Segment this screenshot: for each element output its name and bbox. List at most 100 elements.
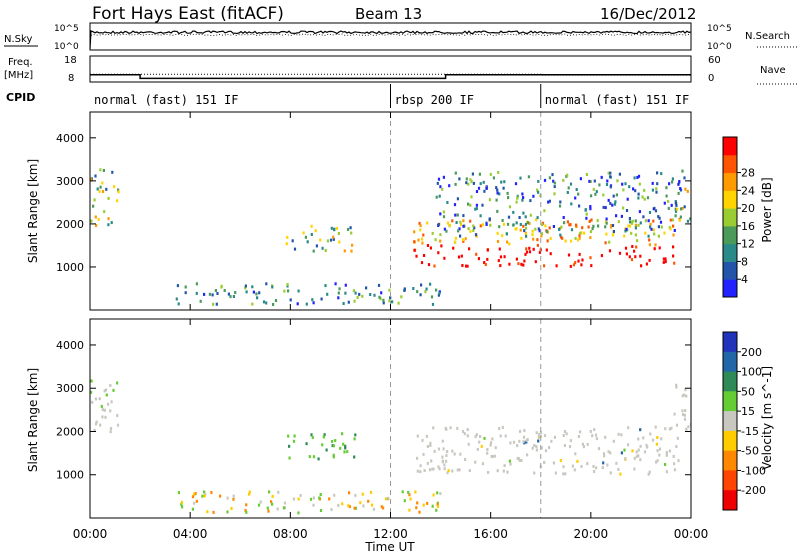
data-cell bbox=[667, 199, 670, 203]
cpid-label: CPID bbox=[6, 91, 35, 104]
data-cell bbox=[460, 254, 463, 258]
data-cell bbox=[559, 200, 562, 204]
data-cell bbox=[562, 472, 565, 476]
data-cell bbox=[454, 236, 457, 240]
data-cell bbox=[465, 264, 468, 268]
data-cell bbox=[100, 404, 103, 408]
data-cell bbox=[331, 444, 334, 448]
data-cell bbox=[581, 226, 584, 230]
data-cell bbox=[672, 245, 675, 249]
data-cell bbox=[431, 467, 434, 471]
data-cell bbox=[548, 176, 551, 180]
data-cell bbox=[606, 179, 609, 183]
data-cell bbox=[597, 224, 600, 228]
data-cell bbox=[519, 223, 522, 226]
colorbar-tick-label: 12 bbox=[741, 238, 755, 251]
data-cell bbox=[97, 218, 100, 221]
y-tick-label: 2000 bbox=[56, 218, 84, 231]
data-cell bbox=[610, 224, 613, 227]
data-cell bbox=[419, 464, 422, 468]
data-cell bbox=[501, 219, 504, 222]
data-cell bbox=[297, 289, 300, 293]
data-cell bbox=[277, 490, 280, 494]
data-cell bbox=[681, 409, 684, 413]
data-cell bbox=[518, 216, 521, 219]
data-cell bbox=[504, 434, 507, 438]
data-cell bbox=[403, 287, 406, 291]
data-cell bbox=[268, 490, 271, 494]
data-cell bbox=[469, 219, 472, 223]
data-cell bbox=[643, 450, 647, 454]
colorbar-swatch bbox=[723, 208, 737, 227]
data-cell bbox=[445, 427, 448, 431]
data-cell bbox=[517, 457, 520, 461]
data-cell bbox=[113, 185, 116, 189]
data-cell bbox=[583, 231, 586, 235]
data-cell bbox=[449, 426, 452, 430]
data-cell bbox=[508, 262, 511, 266]
data-cell bbox=[419, 224, 422, 228]
data-cell bbox=[569, 223, 572, 227]
data-cell bbox=[603, 454, 606, 458]
data-cell bbox=[199, 299, 202, 303]
data-cell bbox=[631, 449, 634, 453]
data-cell bbox=[451, 449, 454, 453]
data-cell bbox=[580, 231, 583, 235]
data-cell bbox=[673, 412, 676, 416]
data-cell bbox=[633, 467, 636, 471]
data-cell bbox=[590, 194, 593, 198]
data-cell bbox=[430, 459, 433, 463]
x-tick-label: 16:00 bbox=[473, 527, 508, 541]
data-cell bbox=[245, 290, 248, 294]
data-cell bbox=[643, 197, 646, 201]
data-cell bbox=[428, 468, 432, 472]
data-cell bbox=[620, 451, 623, 455]
data-cell bbox=[540, 446, 543, 450]
data-cell bbox=[647, 472, 650, 476]
data-cell bbox=[477, 186, 481, 190]
data-cell bbox=[498, 225, 501, 229]
data-cell bbox=[525, 247, 528, 251]
data-cell bbox=[570, 202, 573, 206]
data-cell bbox=[535, 448, 538, 452]
data-cell bbox=[657, 215, 660, 219]
data-cell bbox=[408, 493, 411, 497]
data-cell bbox=[193, 492, 196, 496]
data-cell bbox=[289, 298, 292, 302]
data-cell bbox=[624, 182, 627, 186]
colorbar-frame bbox=[722, 331, 738, 511]
data-cell bbox=[660, 225, 663, 229]
data-cell bbox=[522, 440, 525, 444]
data-cell bbox=[615, 461, 618, 465]
data-cell bbox=[439, 492, 442, 496]
data-cell bbox=[646, 445, 649, 449]
data-cell bbox=[671, 180, 674, 184]
data-cell bbox=[685, 394, 688, 398]
data-cell bbox=[565, 432, 568, 436]
data-cell bbox=[662, 260, 665, 264]
data-cell bbox=[596, 219, 599, 223]
data-cell bbox=[581, 442, 584, 446]
colorbar-tick-label: 16 bbox=[741, 220, 755, 233]
data-cell bbox=[469, 203, 472, 207]
data-cell bbox=[497, 259, 500, 263]
data-cell bbox=[91, 400, 94, 404]
colorbar-tick-label: -15 bbox=[741, 425, 759, 438]
data-cell bbox=[427, 263, 431, 267]
data-cell bbox=[655, 190, 658, 194]
data-cell bbox=[500, 180, 503, 184]
data-cell bbox=[409, 497, 412, 501]
data-cell bbox=[609, 171, 612, 175]
data-cell bbox=[623, 448, 626, 452]
data-cell bbox=[522, 263, 525, 267]
data-cell bbox=[522, 224, 525, 228]
data-cell bbox=[305, 442, 308, 446]
data-cell bbox=[605, 183, 609, 186]
data-cell bbox=[631, 219, 634, 223]
data-cell bbox=[347, 504, 350, 508]
data-cell bbox=[416, 469, 419, 473]
data-cell bbox=[306, 240, 309, 244]
data-cell bbox=[382, 506, 385, 510]
data-cell bbox=[543, 209, 546, 213]
data-cell bbox=[483, 189, 486, 193]
